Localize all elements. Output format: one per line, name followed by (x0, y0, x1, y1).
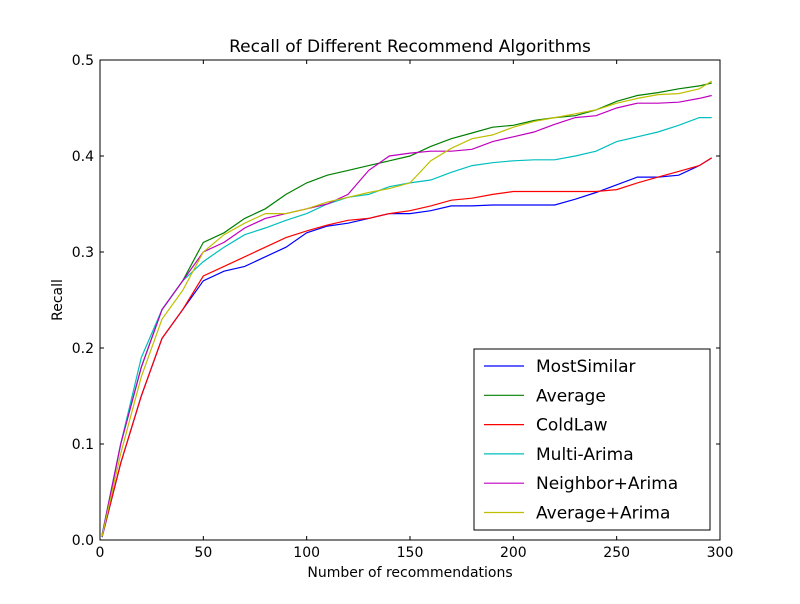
chart-title: Recall of Different Recommend Algorithms (229, 37, 591, 57)
x-tick-label: 150 (397, 545, 424, 561)
series-line-coldlaw (101, 157, 713, 537)
legend-label: Average+Arima (536, 504, 670, 524)
series-line-average-arima (101, 80, 713, 537)
legend-label: Average (536, 386, 606, 406)
series-line-mostsimilar (101, 157, 713, 538)
legend-box (473, 348, 711, 531)
plot-area: 0 50 100 150 200 250 300 0.0 0.1 0.2 0.3 0.4 0.5 Most… (72, 53, 734, 561)
y-tick-label: 0.4 (72, 149, 94, 165)
x-tick-label: 0 (96, 545, 105, 561)
y-tick-label: 0.2 (72, 341, 94, 357)
legend-label: Neighbor+Arima (536, 474, 678, 494)
legend-label: ColdLaw (536, 416, 608, 436)
legend-label: MostSimilar (536, 357, 636, 377)
x-tick-label: 300 (707, 545, 734, 561)
x-tick-label: 100 (293, 545, 320, 561)
x-tick-label: 50 (194, 545, 212, 561)
y-axis-label: Recall (50, 279, 66, 321)
y-tick-label: 0.5 (72, 53, 94, 69)
x-axis-label: Number of recommendations (307, 565, 512, 581)
x-tick-label: 200 (500, 545, 527, 561)
series-line-average (101, 82, 712, 537)
y-tick-label: 0.1 (72, 437, 94, 453)
y-tick-label: 0.0 (72, 533, 94, 549)
x-tick-label: 250 (603, 545, 630, 561)
legend-label: Multi-Arima (536, 445, 634, 465)
y-tick-label: 0.3 (72, 245, 94, 261)
